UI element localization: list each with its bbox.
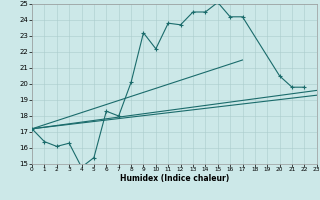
X-axis label: Humidex (Indice chaleur): Humidex (Indice chaleur) — [120, 174, 229, 183]
